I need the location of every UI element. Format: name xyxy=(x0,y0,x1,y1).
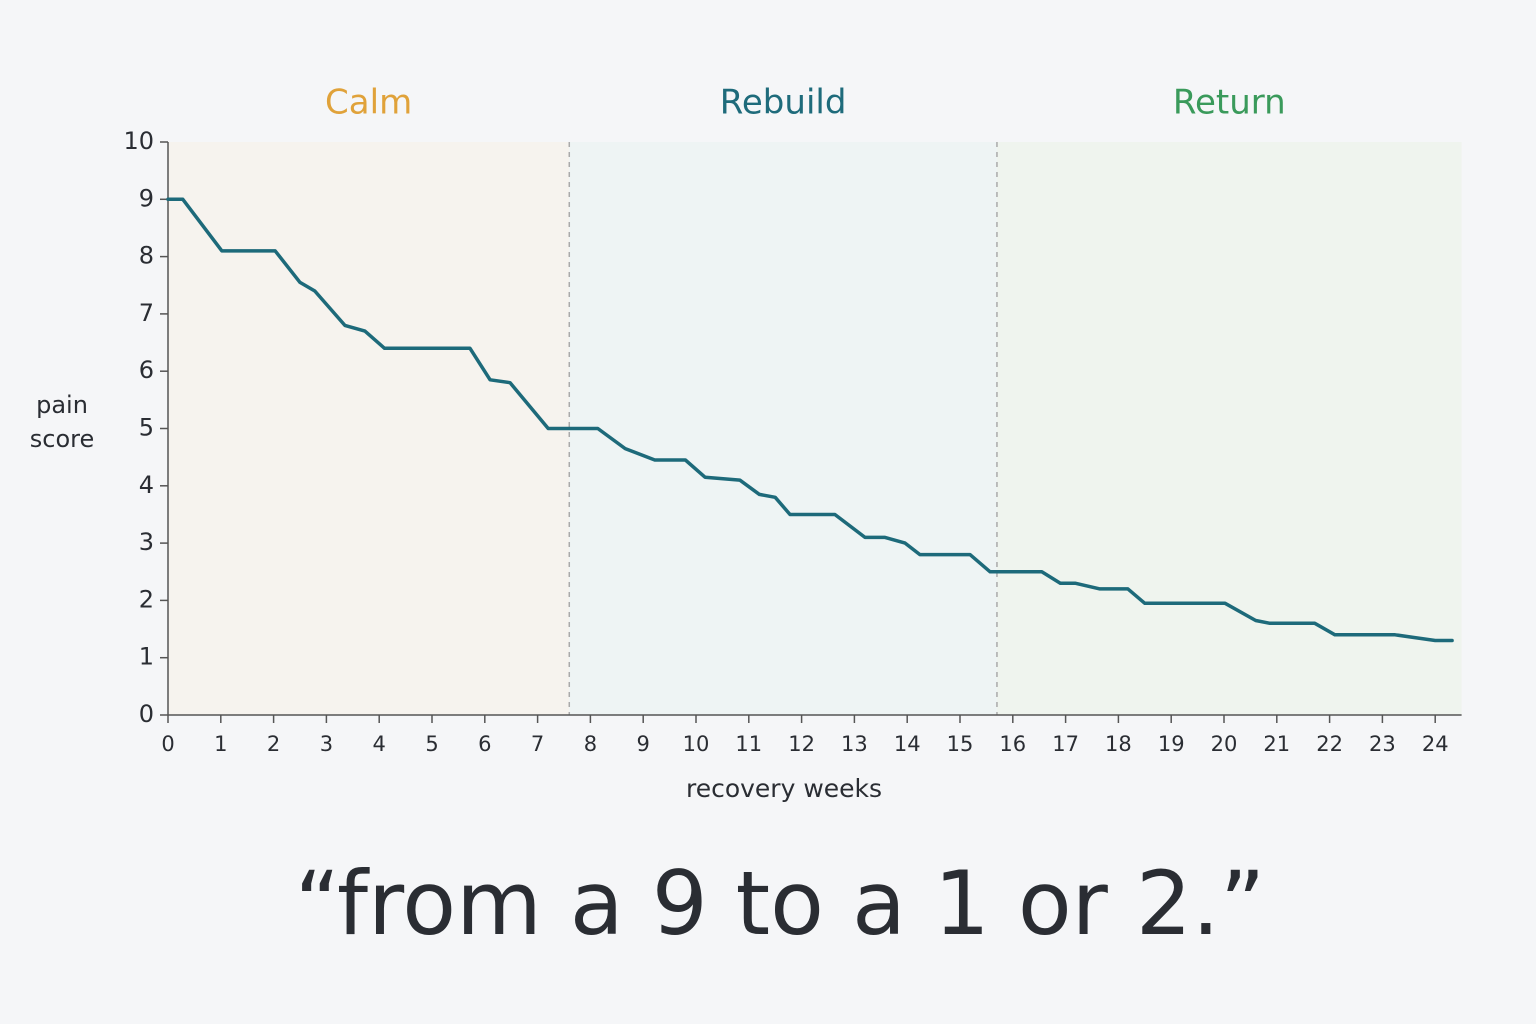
y-tick-label: 2 xyxy=(139,585,154,613)
x-tick-label: 15 xyxy=(947,732,974,756)
x-tick-label: 18 xyxy=(1105,732,1132,756)
phase-band xyxy=(168,142,570,715)
y-tick-label: 9 xyxy=(139,184,154,212)
x-tick-label: 19 xyxy=(1158,732,1185,756)
phase-label: Calm xyxy=(325,83,412,123)
x-tick-label: 4 xyxy=(373,732,386,756)
x-tick-label: 14 xyxy=(894,732,921,756)
x-tick-label: 10 xyxy=(683,732,710,756)
x-tick-label: 22 xyxy=(1316,732,1343,756)
y-tick-label: 1 xyxy=(139,643,154,671)
x-tick-label: 5 xyxy=(425,732,438,756)
phase-bands xyxy=(168,142,1462,715)
phase-label: Rebuild xyxy=(720,83,847,123)
x-tick-label: 2 xyxy=(267,732,280,756)
x-tick-label: 13 xyxy=(841,732,868,756)
x-tick-label: 23 xyxy=(1369,732,1396,756)
y-tick-label: 4 xyxy=(139,471,154,499)
data-line xyxy=(166,197,1454,643)
y-tick-label: 5 xyxy=(139,414,154,442)
x-tick-label: 21 xyxy=(1263,732,1290,756)
x-tick-label: 3 xyxy=(320,732,333,756)
phase-label: Return xyxy=(1173,83,1286,123)
x-tick-label: 6 xyxy=(478,732,491,756)
y-tick-label: 8 xyxy=(139,242,154,270)
x-tick-label: 1 xyxy=(214,732,227,756)
x-tick-label: 12 xyxy=(788,732,815,756)
x-tick-label: 7 xyxy=(531,732,544,756)
x-tick-label: 11 xyxy=(735,732,762,756)
x-tick-label: 8 xyxy=(584,732,597,756)
y-axis-label: pain xyxy=(36,391,88,419)
x-tick-label: 9 xyxy=(637,732,650,756)
phase-band xyxy=(569,142,997,715)
x-tick-label: 16 xyxy=(999,732,1026,756)
y-tick-label: 6 xyxy=(139,356,154,384)
caption: “from a 9 to a 1 or 2.” xyxy=(295,852,1266,955)
y-tick-label: 7 xyxy=(139,299,154,327)
y-tick-label: 10 xyxy=(123,127,154,155)
x-tick-label: 24 xyxy=(1422,732,1449,756)
y-axis-label: score xyxy=(30,425,95,453)
x-tick-label: 17 xyxy=(1052,732,1079,756)
y-tick-label: 0 xyxy=(139,700,154,728)
y-tick-label: 3 xyxy=(139,528,154,556)
x-axis-label: recovery weeks xyxy=(686,774,882,803)
x-tick-label: 0 xyxy=(161,732,174,756)
x-tick-label: 20 xyxy=(1211,732,1238,756)
phase-band xyxy=(996,142,1462,715)
